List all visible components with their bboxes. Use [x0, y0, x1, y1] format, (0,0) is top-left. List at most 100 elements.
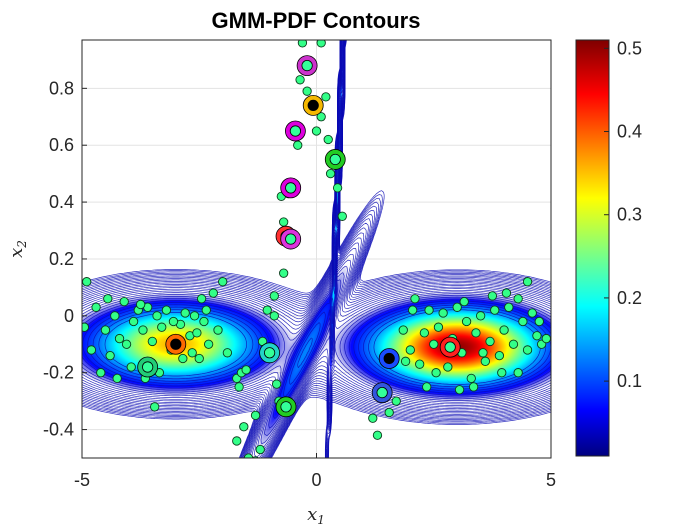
- data-point: [316, 112, 326, 122]
- data-point: [513, 368, 523, 378]
- data-point: [410, 294, 420, 304]
- data-point: [527, 308, 537, 318]
- contour-line: [98, 113, 547, 388]
- data-point: [208, 288, 218, 298]
- data-point: [518, 316, 528, 327]
- y-axis-ticks: -0.4 -0.2 0 0.2 0.4 0.6 0.8: [43, 78, 87, 440]
- data-point: [194, 353, 204, 364]
- data-point: [112, 373, 122, 384]
- data-point: [105, 350, 115, 361]
- y-tick-label: 0: [64, 306, 74, 326]
- data-point: [222, 348, 233, 358]
- data-point: [178, 353, 188, 364]
- data-point: [302, 86, 312, 96]
- colorbar-tick-label: 0.3: [617, 205, 642, 225]
- colorbar: [575, 39, 610, 457]
- data-point: [323, 134, 333, 145]
- data-point: [311, 126, 322, 136]
- data-point: [128, 316, 139, 327]
- centroid-marker: [444, 341, 456, 353]
- y-tick-label: 0.2: [49, 249, 74, 269]
- data-point: [192, 328, 202, 338]
- data-point: [405, 345, 415, 355]
- data-point: [189, 311, 200, 321]
- data-point: [157, 322, 167, 332]
- data-point: [429, 339, 439, 349]
- data-point: [86, 345, 97, 355]
- data-point: [241, 365, 251, 375]
- data-point: [121, 339, 132, 349]
- data-point: [82, 322, 89, 332]
- centroid-marker: [285, 182, 297, 194]
- data-point: [532, 331, 542, 341]
- data-point: [234, 382, 244, 392]
- component-centroids: [137, 55, 461, 418]
- data-point: [126, 362, 136, 372]
- data-point: [461, 316, 472, 327]
- data-point: [161, 305, 172, 315]
- data-point: [522, 345, 533, 355]
- data-point: [321, 92, 331, 102]
- x-tick-label: 0: [311, 470, 321, 490]
- data-point: [96, 368, 106, 378]
- y-tick-label: -0.2: [43, 363, 74, 383]
- centroid-marker: [383, 352, 395, 365]
- data-point: [419, 328, 430, 338]
- x-axis-label: x1: [307, 504, 325, 525]
- data-point: [407, 305, 418, 315]
- centroid-marker: [376, 386, 388, 399]
- data-point: [541, 333, 551, 344]
- centroid-marker: [289, 125, 301, 137]
- data-point: [239, 422, 249, 432]
- centroid-marker: [170, 338, 182, 350]
- centroid-marker: [285, 233, 297, 245]
- y-tick-label: 0.8: [49, 78, 74, 98]
- data-point: [433, 322, 444, 332]
- data-point: [478, 348, 488, 358]
- y-axis-label-base: x: [6, 248, 27, 258]
- data-point: [119, 296, 129, 307]
- data-point: [391, 396, 401, 406]
- data-point: [325, 168, 336, 179]
- data-point: [415, 359, 425, 369]
- data-point: [422, 382, 432, 392]
- x-axis-label-subscript: 1: [317, 513, 325, 525]
- data-point: [508, 339, 519, 349]
- data-point: [147, 336, 158, 347]
- centroid-marker: [142, 361, 154, 373]
- x-tick-label: 5: [546, 470, 556, 490]
- data-point: [513, 294, 523, 304]
- data-point: [443, 362, 453, 372]
- data-point: [337, 211, 347, 221]
- data-point: [82, 277, 92, 287]
- data-point: [180, 308, 190, 318]
- data-point: [201, 305, 211, 315]
- data-point: [168, 316, 179, 327]
- data-point: [452, 302, 462, 312]
- centroid-marker: [307, 99, 319, 112]
- colorbar-tick-label: 0.4: [617, 122, 642, 142]
- data-point: [459, 296, 469, 307]
- data-point: [218, 277, 228, 287]
- colorbar-ticks: 0.1 0.2 0.3 0.4 0.5: [604, 38, 642, 391]
- data-point: [262, 305, 272, 315]
- data-point: [384, 407, 394, 418]
- data-point: [485, 336, 495, 347]
- y-axis-label: x2: [6, 240, 29, 258]
- data-point: [494, 350, 505, 361]
- data-point: [203, 339, 214, 349]
- data-point: [372, 430, 383, 440]
- data-point: [398, 325, 408, 335]
- colorbar-tick-label: 0.1: [617, 371, 642, 391]
- colorbar-tick-label: 0.5: [617, 38, 642, 58]
- centroid-marker: [301, 59, 313, 72]
- data-point: [114, 333, 125, 344]
- data-point: [187, 348, 197, 358]
- data-point: [475, 311, 486, 321]
- y-axis-label-subscript: 2: [15, 240, 29, 249]
- data-point: [431, 368, 441, 378]
- data-point: [150, 402, 160, 412]
- data-point: [332, 183, 343, 193]
- data-point: [424, 305, 434, 315]
- data-point: [297, 40, 308, 48]
